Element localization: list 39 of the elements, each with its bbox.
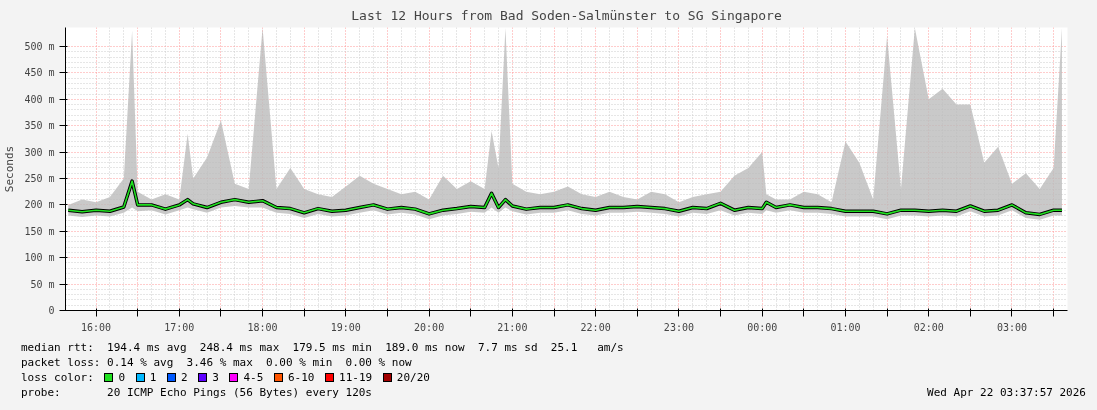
legend-label: 0 bbox=[118, 371, 126, 384]
legend-label: 6-10 bbox=[287, 371, 315, 384]
y-tick-label: 50 m bbox=[30, 278, 55, 290]
x-tick-label: 02:00 bbox=[913, 321, 944, 333]
legend-label: 2 bbox=[180, 371, 188, 384]
y-tick-label: 0 bbox=[48, 305, 55, 316]
x-tick-label: 01:00 bbox=[830, 321, 861, 333]
legend-label: 1 bbox=[149, 371, 157, 384]
x-tick-label: 16:00 bbox=[80, 321, 112, 333]
x-tick-label: 21:00 bbox=[497, 321, 528, 333]
chart-title: Last 12 Hours from Bad Soden-Salmünster to SG Singapore bbox=[351, 7, 782, 23]
text: median rtt: 194.4 ms avg 248.4 ms max 179.5 ms min 189.0 ms now 7.7 ms sd 25.1 am/s bbox=[21, 340, 625, 355]
x-tick-label: 22:00 bbox=[580, 321, 611, 333]
y-tick-label: 150 m bbox=[24, 225, 55, 237]
x-tick-label: 23:00 bbox=[663, 321, 694, 333]
x-tick-label: 18:00 bbox=[247, 321, 278, 333]
y-tick-label: 350 m bbox=[24, 120, 55, 132]
y-tick-label: 300 m bbox=[24, 146, 55, 158]
y-tick-label: 250 m bbox=[24, 173, 55, 184]
y-tick-label: 400 m bbox=[24, 93, 55, 105]
x-tick-label: 17:00 bbox=[164, 321, 195, 333]
legend-label: 3 bbox=[212, 371, 219, 384]
y-tick-label: 450 m bbox=[24, 67, 55, 79]
legend-label: 20/20 bbox=[396, 371, 430, 384]
x-tick-label: 19:00 bbox=[330, 321, 361, 333]
y-tick-label: 500 m bbox=[24, 41, 55, 53]
legend-label: 11-19 bbox=[339, 371, 373, 384]
x-tick-label: 03:00 bbox=[996, 321, 1028, 333]
text: packet loss: 0.14 % avg 3.46 % max 0.00 % min 0.00 % now bbox=[21, 355, 413, 370]
x-tick-label: 00:00 bbox=[747, 321, 778, 333]
y-tick-label: 200 m bbox=[24, 199, 55, 211]
y-tick-label: 100 m bbox=[24, 252, 55, 264]
text: Wed Apr 22 03:37:57 2026 bbox=[927, 385, 1086, 400]
line-series bbox=[66, 179, 1064, 217]
y-axis-title: Seconds bbox=[3, 145, 17, 193]
text: probe: 20 ICMP Echo Pings (56 Bytes) every 120s bbox=[21, 386, 372, 399]
legend-label: 4-5 bbox=[243, 371, 264, 384]
x-tick-label: 20:00 bbox=[414, 321, 445, 333]
legend-title: loss color: bbox=[21, 371, 94, 384]
